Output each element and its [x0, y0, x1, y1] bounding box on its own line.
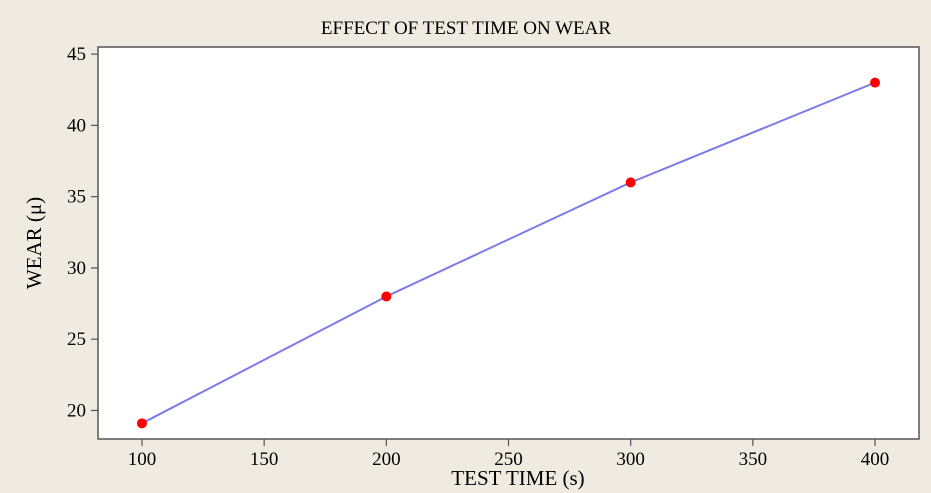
- y-axis-ticks: 20 25 30 35 40 45: [67, 44, 98, 421]
- y-tick-label: 20: [67, 400, 86, 421]
- plot-area: [97, 46, 920, 440]
- data-point: [381, 291, 392, 302]
- series-line: [141, 81, 876, 425]
- chart-title: EFFECT OF TEST TIME ON WEAR: [321, 18, 611, 39]
- y-axis-label: WEAR (μ): [22, 197, 46, 289]
- y-tick-label: 40: [67, 115, 86, 136]
- data-point: [870, 77, 881, 88]
- x-tick-label: 150: [250, 449, 279, 470]
- x-tick-label: 300: [616, 449, 645, 470]
- data-point: [136, 418, 147, 429]
- x-axis-ticks: 100 150 200 250 300 350 400: [128, 439, 890, 470]
- x-tick-label: 250: [494, 449, 523, 470]
- y-tick-label: 30: [67, 258, 86, 279]
- x-tick-label: 350: [739, 449, 768, 470]
- x-tick-label: 400: [861, 449, 890, 470]
- data-point: [625, 177, 636, 188]
- y-tick-label: 35: [67, 187, 86, 208]
- x-tick-label: 100: [128, 449, 157, 470]
- y-tick-label: 45: [67, 44, 86, 65]
- y-tick-label: 25: [67, 329, 86, 350]
- series-markers: [136, 77, 881, 429]
- x-axis-label: TEST TIME (s): [451, 466, 584, 490]
- x-tick-label: 200: [372, 449, 401, 470]
